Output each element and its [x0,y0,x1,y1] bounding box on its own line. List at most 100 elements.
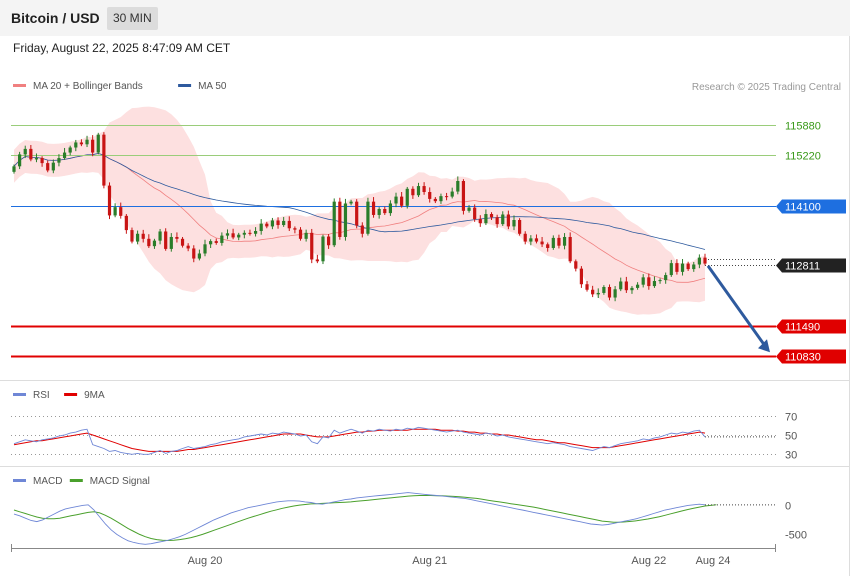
candle-body [652,281,657,287]
ma20-line [13,152,706,283]
candle-body [579,268,584,285]
last-price-tag [776,258,846,273]
candle-body [641,277,645,285]
candle-body [394,196,398,204]
candle-body [349,201,353,204]
candle-body [220,235,224,243]
candle-body [630,287,634,291]
price-legend-label-0: MA 20 + Bollinger Bands [33,81,143,92]
candle-body [602,286,606,293]
price-legend-swatch-0 [13,84,26,87]
candle-body [34,158,39,160]
rsi-line [13,426,706,455]
candle-body [523,233,527,242]
candle-body [613,289,617,298]
candle-body [107,185,112,216]
candle-body [248,232,252,234]
candle-body [489,214,494,218]
candle-body [57,158,61,163]
price-legend-swatch-1 [178,84,192,87]
candle-body [253,231,258,234]
candle-body [310,232,314,260]
candle-body [321,236,325,262]
rsi-legend-swatch-1 [64,393,78,396]
candle-body [422,186,426,193]
candle-body [635,284,640,288]
candle-body [596,292,600,295]
candle-body [18,154,22,167]
candle-body [12,166,16,172]
candle-body [203,244,207,254]
candle-body [282,220,286,226]
candle-body [186,245,190,249]
rsi-tick-50: 50 [785,431,797,443]
candle-body [377,208,381,215]
macd-legend-swatch-0 [13,479,26,482]
rsi-legend-label-1: 9MA [84,390,105,401]
candle-body [568,236,572,262]
ma50-line [13,152,706,250]
candle-body [534,238,539,242]
candle-body [416,186,421,196]
candle-body [433,198,437,202]
candle-body [231,233,235,238]
chart-header: Bitcoin / USD 30 MIN [0,0,850,36]
candle-body [467,207,471,211]
candle-body [164,231,168,249]
level-label-114100: 114100 [785,202,821,214]
macd-tick--500: -500 [785,529,807,541]
candle-body [607,286,612,298]
candle-body [180,238,185,246]
candle-body [79,142,84,145]
candle-body [91,139,95,153]
candle-body [102,134,106,186]
level-tag-110830 [776,349,846,364]
candle-body [315,259,319,262]
level-tag-111490 [776,319,846,334]
candle-body [327,236,331,246]
candle-body [591,289,595,295]
candle-body [540,241,544,245]
rsi-legend-label-0: RSI [33,390,50,401]
candle-body [664,275,668,281]
candle-body [62,152,67,159]
candle-body [428,192,432,199]
copyright-note: Research © 2025 Trading Central [692,82,841,93]
candle-body [680,263,685,272]
candle-body [141,233,145,239]
candle-body [473,207,477,220]
candle-body [276,220,280,226]
candle-body [74,142,78,148]
candle-body [298,229,303,239]
level-label-111490: 111490 [785,322,820,334]
candle-body [529,238,533,242]
rsi-tick-30: 30 [785,450,797,462]
candle-body [405,188,409,206]
candle-body [647,277,651,287]
candle-body [152,240,157,247]
candle-body [478,219,482,224]
candle-body [265,223,269,227]
macd-legend-swatch-1 [69,479,83,482]
candle-body [135,233,140,242]
candle-body [501,214,505,225]
candle-body [692,264,696,270]
chart-datetime: Friday, August 22, 2025 8:47:09 AM CET [13,41,231,55]
candle-body [461,181,466,211]
candle-body [686,263,690,270]
bollinger-band-area [14,106,705,315]
macd-signal-line [13,495,717,542]
candle-body [624,281,628,291]
candle-body [85,139,89,145]
timeframe-badge[interactable]: 30 MIN [107,7,158,30]
level-tag-114100 [776,199,846,214]
forecast-arrow-line [706,265,768,349]
candle-body [675,263,679,272]
candle-body [574,261,578,269]
candle-body [259,223,263,232]
candle-body [46,163,50,171]
candle-body [51,162,55,171]
candle-body [484,214,488,224]
candle-body [23,148,27,155]
candle-body [169,236,173,249]
